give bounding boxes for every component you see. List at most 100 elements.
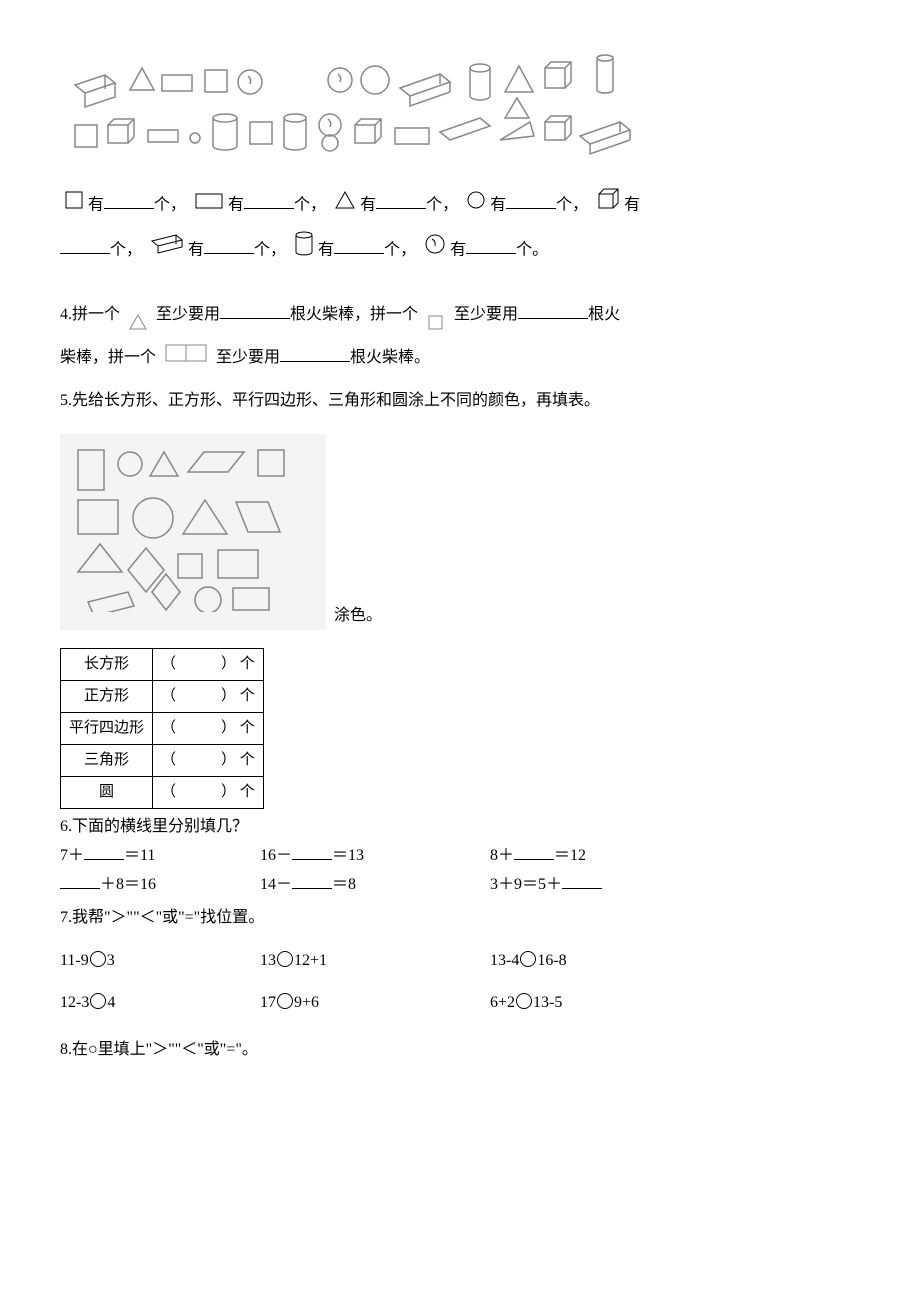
- shape-name-cell: 三角形: [61, 745, 153, 777]
- q4-l2c: 根火柴棒。: [350, 349, 430, 366]
- two-squares-icon: [164, 342, 208, 375]
- equation-cell: 8＋＝12: [490, 842, 690, 871]
- blank[interactable]: [514, 843, 554, 860]
- equation-cell: 3＋9＝5＋: [490, 871, 690, 900]
- compare-row: 11-931312+113-416-8: [60, 947, 860, 976]
- compare-cell: 11-93: [60, 947, 260, 976]
- blank[interactable]: [292, 872, 332, 889]
- q7-title: 7.我帮"＞""＜"或"="找位置。: [60, 904, 860, 933]
- triangle-icon: [334, 188, 356, 223]
- blank[interactable]: [334, 237, 384, 254]
- q6-title: 6.下面的横线里分别填几？: [60, 813, 860, 842]
- table-row: 圆（ ） 个: [61, 777, 264, 809]
- blank[interactable]: [518, 302, 588, 319]
- table-row: 长方形（ ） 个: [61, 649, 264, 681]
- q4-l2b: 至少要用: [216, 349, 280, 366]
- q4-m1: 至少要用: [156, 306, 220, 323]
- equation-row: ＋8＝1614－＝83＋9＝5＋: [60, 871, 860, 900]
- shape-name-cell: 平行四边形: [61, 713, 153, 745]
- compare-row: 12-34179+66+213-5: [60, 989, 860, 1018]
- q4-m2: 根火柴棒，拼一个: [290, 306, 418, 323]
- blank[interactable]: [104, 192, 154, 209]
- rect-icon: [194, 188, 224, 223]
- question-5: 5.先给长方形、正方形、平行四边形、三角形和圆涂上不同的颜色，再填表。: [60, 387, 860, 810]
- compare-cell: 6+213-5: [490, 989, 690, 1018]
- cuboid-icon: [150, 233, 184, 268]
- question-7: 7.我帮"＞""＜"或"="找位置。 11-931312+113-416-8 12…: [60, 904, 860, 1018]
- q5-shapes-box: [60, 434, 326, 631]
- shape-line-1: 有 个， 有 个， 有 个， 有 个， 有: [60, 187, 860, 224]
- equation-cell: 7＋＝11: [60, 842, 260, 871]
- q5-suffix: 涂色。: [334, 602, 382, 631]
- count-blank-cell[interactable]: （ ） 个: [153, 649, 264, 681]
- triangle-small-icon: [128, 305, 148, 342]
- compare-circle[interactable]: [277, 993, 293, 1009]
- q4-m3: 至少要用: [454, 306, 518, 323]
- square-small-icon: [426, 305, 446, 342]
- shape-count-lines: 有个， 有个， 有个， 有个， 有 个， 有个， 有个， 有个。: [60, 187, 860, 271]
- t: 个，: [254, 241, 286, 258]
- circle-icon: [466, 188, 486, 223]
- t: 个，: [384, 241, 416, 258]
- t: 有: [360, 196, 376, 213]
- compare-cell: 12-34: [60, 989, 260, 1018]
- table-row: 三角形（ ） 个: [61, 745, 264, 777]
- equation-cell: ＋8＝16: [60, 871, 260, 900]
- question-4: 4.拼一个 至少要用根火柴棒，拼一个 至少要用根火 柴棒，拼一个 至少要用根火柴…: [60, 301, 860, 375]
- blank[interactable]: [562, 872, 602, 889]
- t: 个。: [516, 241, 548, 258]
- shape-name-cell: 正方形: [61, 681, 153, 713]
- equation-row: 7＋＝1116－＝138＋＝12: [60, 842, 860, 871]
- compare-cell: 179+6: [260, 989, 490, 1018]
- blank[interactable]: [84, 843, 124, 860]
- shape-name-cell: 圆: [61, 777, 153, 809]
- equation-cell: 16－＝13: [260, 842, 490, 871]
- t: 个，: [110, 241, 142, 258]
- compare-circle[interactable]: [277, 951, 293, 967]
- compare-circle[interactable]: [520, 951, 536, 967]
- q4-l2a: 柴棒，拼一个: [60, 349, 156, 366]
- shape-line-2: 个， 有 个， 有 个， 有 个。: [60, 230, 860, 271]
- count-blank-cell[interactable]: （ ） 个: [153, 713, 264, 745]
- q4-prefix: 4.拼一个: [60, 306, 120, 323]
- t: 有: [188, 241, 204, 258]
- count-blank-cell[interactable]: （ ） 个: [153, 681, 264, 713]
- compare-circle[interactable]: [516, 993, 532, 1009]
- t: 有: [490, 196, 506, 213]
- blank[interactable]: [220, 302, 290, 319]
- t: 个，: [154, 196, 186, 213]
- t: 有: [88, 196, 104, 213]
- compare-cell: 1312+1: [260, 947, 490, 976]
- blank[interactable]: [60, 237, 110, 254]
- shape-count-table: 长方形（ ） 个正方形（ ） 个平行四边形（ ） 个三角形（ ） 个圆（ ） 个: [60, 648, 264, 809]
- blank[interactable]: [244, 192, 294, 209]
- table-row: 平行四边形（ ） 个: [61, 713, 264, 745]
- t: 个，: [556, 196, 588, 213]
- compare-circle[interactable]: [90, 951, 106, 967]
- t: 个，: [426, 196, 458, 213]
- blank[interactable]: [280, 345, 350, 362]
- q8-text: 8.在○里填上"＞""＜"或"="。: [60, 1041, 258, 1058]
- t: 有: [450, 241, 466, 258]
- question-8: 8.在○里填上"＞""＜"或"="。: [60, 1036, 860, 1065]
- count-blank-cell[interactable]: （ ） 个: [153, 777, 264, 809]
- t: 有: [624, 196, 640, 213]
- q5-text: 5.先给长方形、正方形、平行四边形、三角形和圆涂上不同的颜色，再填表。: [60, 387, 860, 416]
- count-blank-cell[interactable]: （ ） 个: [153, 745, 264, 777]
- shapes-illustration-top: [60, 40, 860, 181]
- table-row: 正方形（ ） 个: [61, 681, 264, 713]
- blank[interactable]: [60, 872, 100, 889]
- t: 个，: [294, 196, 326, 213]
- cube-icon: [596, 187, 620, 224]
- t: 有: [228, 196, 244, 213]
- blank[interactable]: [204, 237, 254, 254]
- square-icon: [64, 188, 84, 223]
- blank[interactable]: [376, 192, 426, 209]
- cylinder-icon: [294, 230, 314, 271]
- blank[interactable]: [506, 192, 556, 209]
- compare-circle[interactable]: [90, 993, 106, 1009]
- t: 有: [318, 241, 334, 258]
- compare-cell: 13-416-8: [490, 947, 690, 976]
- blank[interactable]: [466, 237, 516, 254]
- blank[interactable]: [292, 843, 332, 860]
